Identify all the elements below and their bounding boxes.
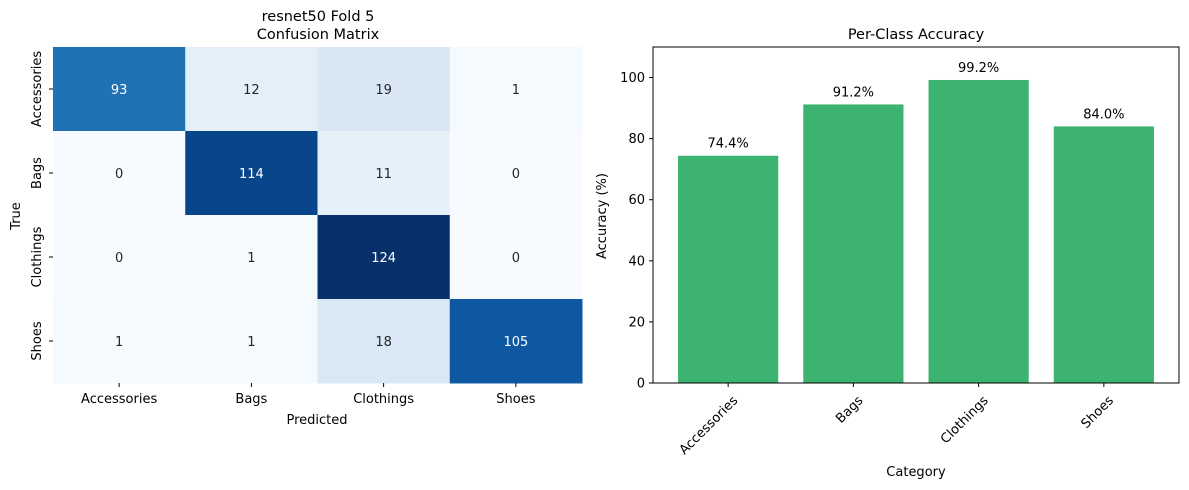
cm-cell-value: 124 (371, 251, 396, 266)
cm-x-tick-label: Bags (235, 392, 267, 407)
bar-value-label: 84.0% (1083, 107, 1124, 122)
cm-cell (317, 215, 451, 300)
cm-y-tick-label: Shoes (30, 321, 45, 360)
cm-cell (449, 215, 583, 300)
bar-y-tick-label: 100 (620, 71, 645, 86)
bar-value-label: 91.2% (833, 85, 874, 100)
bar-plot-frame (652, 46, 1180, 384)
cm-cell-value: 1 (247, 335, 255, 350)
cm-x-tick-label: Clothings (353, 392, 414, 407)
cm-y-tick-label: Accessories (30, 51, 45, 127)
cm-y-tick-label: Bags (30, 157, 45, 189)
cm-cell (185, 131, 318, 216)
cm-cell-value: 12 (243, 83, 260, 98)
bar-y-tick-label: 60 (628, 193, 645, 208)
cm-cell (53, 47, 186, 132)
cm-cell (53, 299, 186, 384)
bar-title: Per-Class Accuracy (848, 27, 985, 43)
accuracy-bar-panel: Per-Class Accuracy 0 20 40 60 80 100 74.4% 91.… (595, 27, 1180, 480)
cm-cell (317, 131, 451, 216)
cm-cell (449, 299, 583, 384)
confusion-matrix-panel: resnet50 Fold 5 Confusion Matrix 93 12 19 1… (9, 9, 583, 428)
cm-x-axis-label: Predicted (286, 413, 347, 428)
bar-y-ticks: 0 20 40 60 80 100 (620, 71, 653, 392)
cm-y-axis-label: True (9, 202, 24, 231)
cm-cell-value: 114 (239, 167, 264, 182)
cm-cell (449, 47, 583, 132)
cm-cell-value: 19 (375, 83, 392, 98)
bar (678, 155, 779, 383)
cm-cell (185, 215, 318, 300)
bar (928, 79, 1029, 384)
bar-x-tick-label: Clothings (938, 393, 992, 447)
cm-cell-value: 18 (375, 335, 392, 350)
cm-x-tick-label: Shoes (496, 392, 535, 407)
cm-x-ticks: Accessories Bags Clothings Shoes (81, 383, 536, 407)
bar-bars (678, 79, 1154, 384)
bar-value-label: 74.4% (707, 137, 748, 152)
cm-cell-value: 11 (375, 167, 392, 182)
cm-cell (53, 131, 186, 216)
cm-cell-value: 0 (115, 167, 123, 182)
cm-cell-value: 1 (247, 251, 255, 266)
bar-x-tick-label: Accessories (677, 393, 742, 458)
cm-title-line1: resnet50 Fold 5 (262, 9, 375, 25)
cm-cell-value: 93 (111, 83, 128, 98)
bar-x-ticks: Accessories Bags Clothings Shoes (677, 383, 1117, 458)
cm-cell (185, 47, 318, 132)
cm-cell-value: 0 (512, 251, 520, 266)
cm-cell-value: 1 (512, 83, 520, 98)
cm-cell-value: 105 (503, 335, 528, 350)
bar-value-label: 99.2% (958, 61, 999, 76)
cm-cell-value: 1 (115, 335, 123, 350)
cm-cell-value: 0 (115, 251, 123, 266)
bar-x-tick-label: Bags (833, 393, 866, 426)
cm-y-tick-label: Clothings (30, 226, 45, 287)
bar-y-tick-label: 0 (637, 377, 645, 392)
cm-cell (317, 299, 451, 384)
cm-x-tick-label: Accessories (81, 392, 157, 407)
bar-x-tick-label: Shoes (1079, 393, 1117, 431)
cm-cell (449, 131, 583, 216)
cm-cell-value: 0 (512, 167, 520, 182)
bar-y-axis-label: Accuracy (%) (595, 173, 610, 259)
cm-cells: 93 12 19 10 114 11 00 1 124 01 1 18 105 (53, 47, 583, 384)
bar-y-tick-label: 80 (628, 132, 645, 147)
bar-y-tick-label: 40 (628, 254, 645, 269)
bar-value-labels: 74.4% 91.2% 99.2% 84.0% (707, 61, 1124, 152)
cm-cell (317, 47, 451, 132)
bar (1053, 126, 1154, 383)
bar-x-axis-label: Category (886, 465, 946, 480)
bar-y-tick-label: 20 (628, 315, 645, 330)
cm-cell (53, 215, 186, 300)
cm-title-line2: Confusion Matrix (257, 27, 380, 43)
cm-cell (185, 299, 318, 384)
cm-y-ticks: Accessories Bags Clothings Shoes (30, 51, 53, 361)
bar (803, 104, 904, 384)
